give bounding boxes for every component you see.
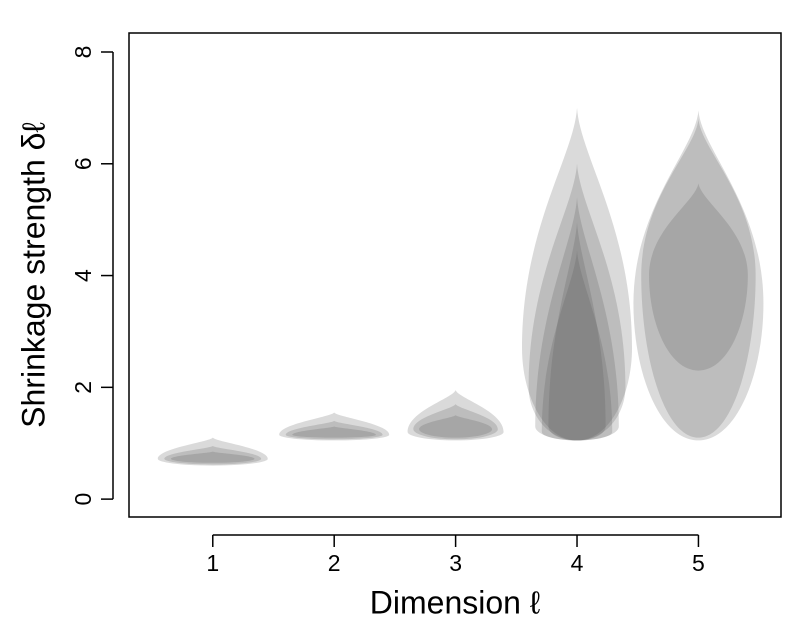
x-tick-label: 2 [328,550,341,576]
violin [522,107,633,441]
y-tick-label: 2 [70,381,96,394]
violin [641,119,756,438]
violin [157,437,268,466]
y-tick-label: 0 [70,493,96,506]
violin [419,415,493,438]
violin [528,163,626,441]
y-tick-label: 6 [70,157,96,170]
violin [285,420,383,440]
violin [413,404,498,440]
plot-frame [128,32,782,518]
violin [541,250,613,441]
violin [292,426,376,438]
violin [170,451,255,463]
violin [407,390,504,441]
y-axis-label: Shrinkage strength δℓ [15,122,51,428]
violin [164,446,262,465]
violin [633,110,764,441]
x-tick-label: 3 [449,550,462,576]
violin [548,222,606,441]
violin [279,412,390,441]
violin [535,197,619,441]
x-axis-label: Dimension ℓ [370,584,540,620]
y-tick-label: 8 [70,46,96,59]
x-tick-label: 4 [571,550,584,576]
x-tick-label: 1 [206,550,219,576]
violin [649,183,748,371]
x-tick-label: 5 [692,550,705,576]
y-tick-label: 4 [70,269,96,282]
